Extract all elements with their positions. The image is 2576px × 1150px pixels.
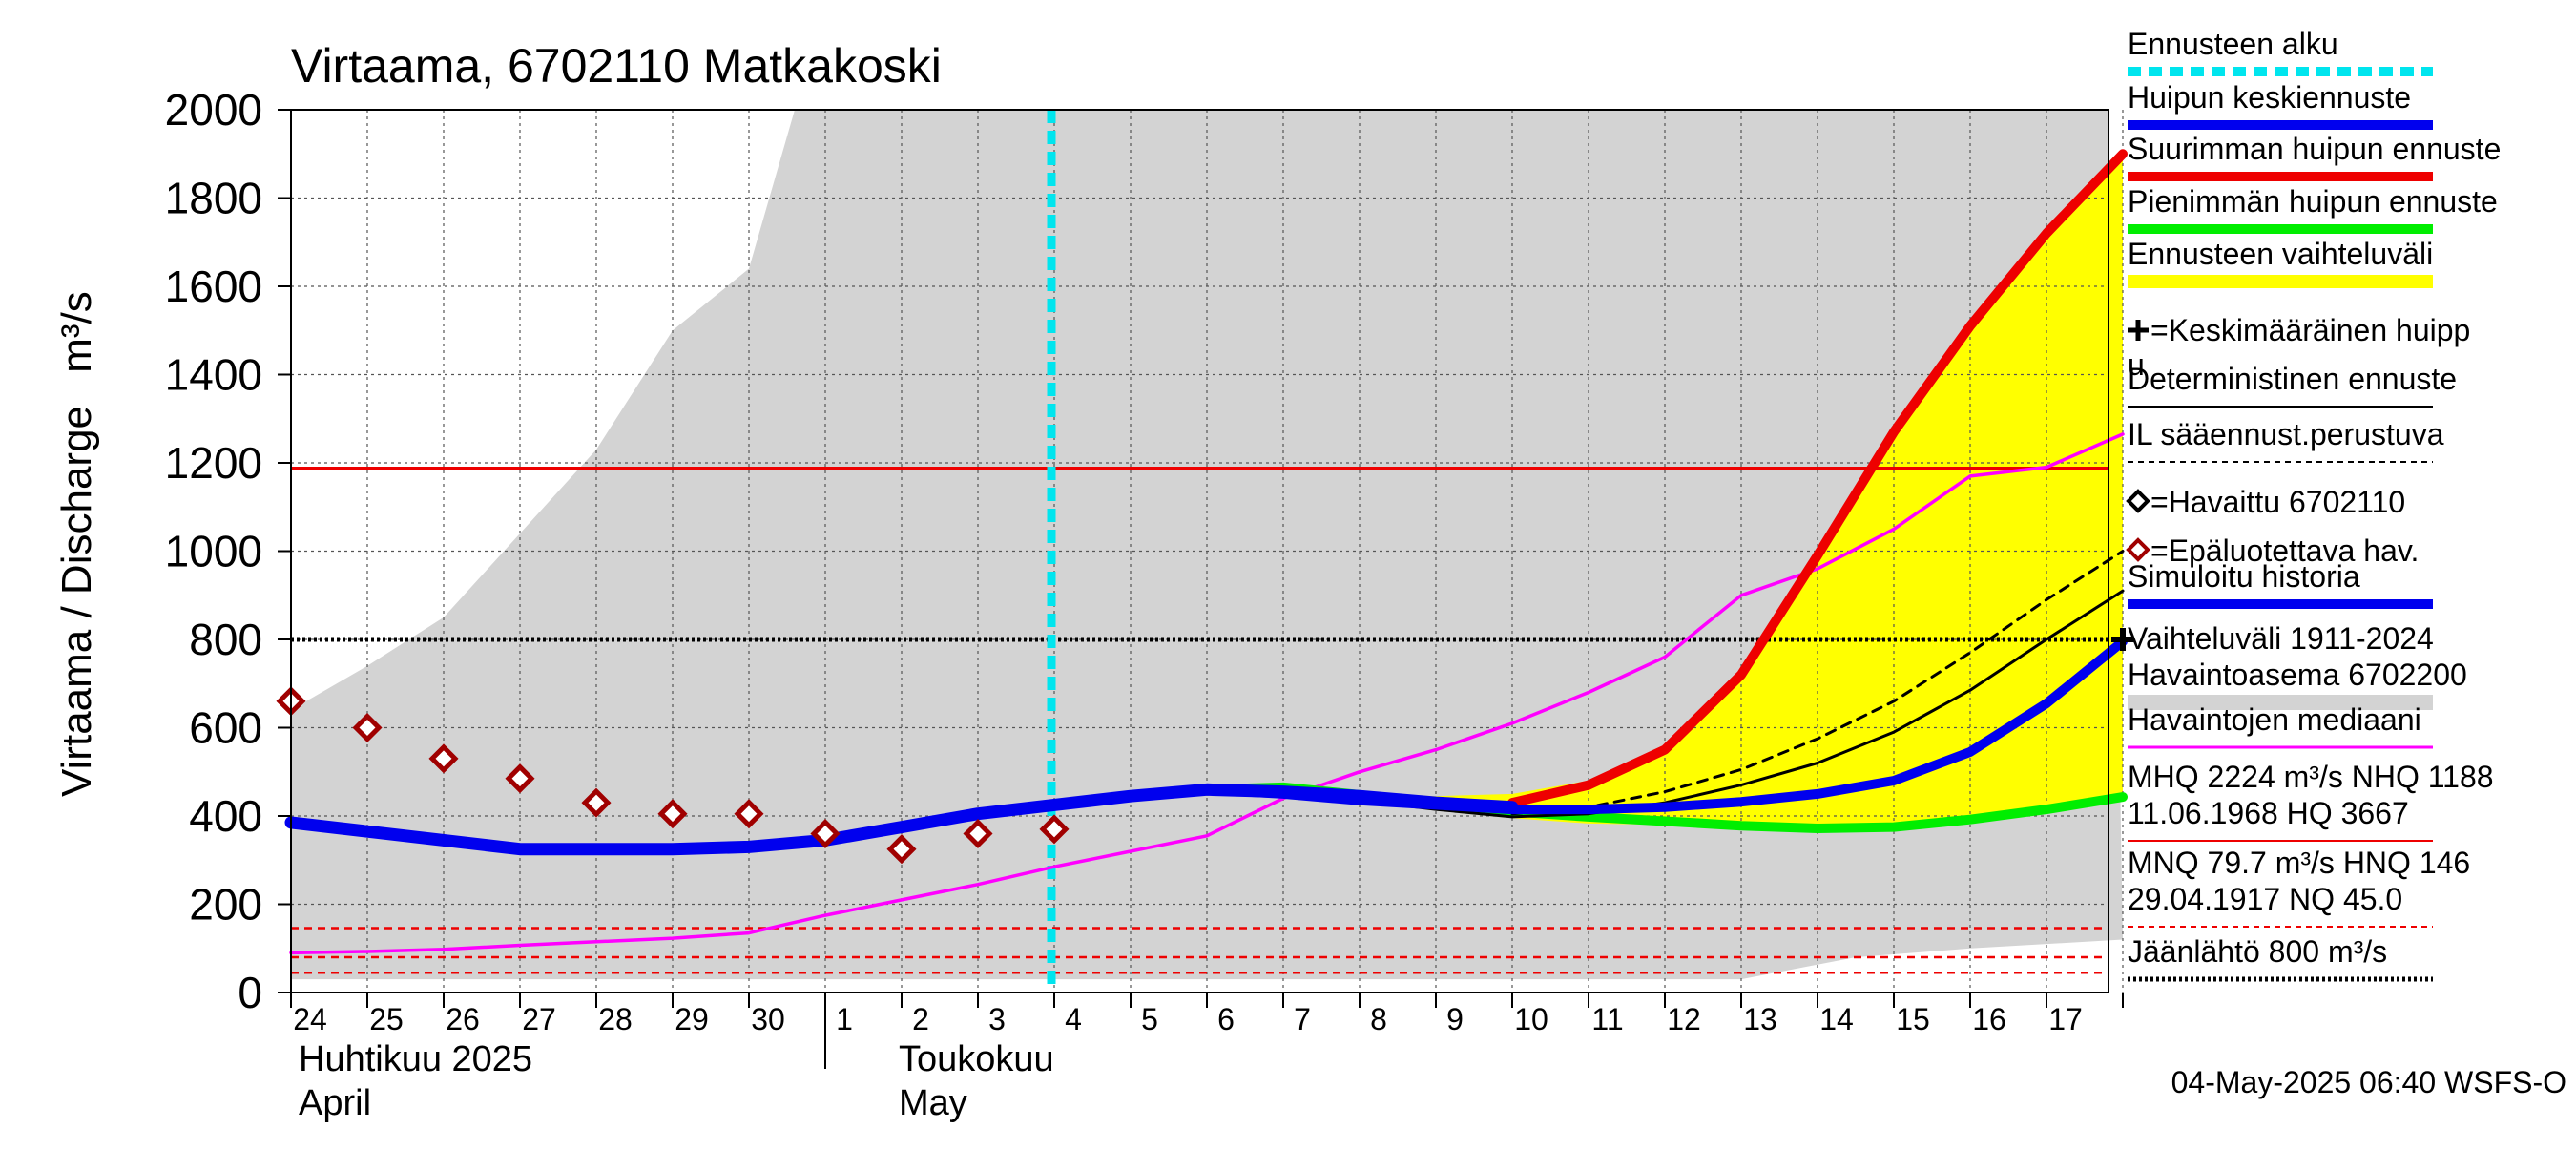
legend: Ennusteen alku Huipun keskiennuste Suurimm… (2126, 27, 2501, 982)
legend-diamond-icon (2126, 537, 2150, 562)
legend-label: MNQ 79.7 m³/s HNQ 146 (2128, 846, 2470, 880)
x-tick-label: 4 (1065, 1002, 1082, 1036)
legend-label: =Keskimääräinen huipp (2150, 313, 2470, 347)
mean-peak-line (1049, 637, 2128, 815)
y-tick-label: 600 (189, 703, 262, 753)
x-tick-label: 7 (1294, 1002, 1311, 1036)
x-tick-label: 29 (675, 1002, 709, 1036)
unreliable-observation-marker (886, 834, 917, 865)
unreliable-observation-marker (581, 787, 612, 818)
x-tick-label: 15 (1896, 1002, 1930, 1036)
x-tick-label: 11 (1591, 1002, 1623, 1036)
series-lines (284, 110, 2128, 993)
y-tick-label: 2000 (165, 85, 262, 135)
unreliable-observation-marker (734, 799, 764, 829)
legend-label: =Epäluotettava hav. (2150, 533, 2419, 568)
y-tick-label: 800 (189, 615, 262, 664)
reference-lines (291, 467, 2109, 974)
unreliable-observation-marker (352, 712, 383, 743)
x-tick-label: 8 (1370, 1002, 1387, 1036)
unreliable-observation-marker (963, 818, 993, 849)
x-tick-label: 2 (912, 1002, 929, 1036)
x-tick-label: 3 (988, 1002, 1006, 1036)
x-tick-label: 16 (1972, 1002, 2006, 1036)
month-label-en: May (899, 1083, 967, 1123)
forecast-range-area (1054, 154, 2123, 829)
legend-label: Havaintojen mediaani (2128, 702, 2421, 737)
x-tick-label: 9 (1446, 1002, 1464, 1036)
unreliable-observation-marker (657, 799, 688, 829)
legend-label: Ennusteen alku (2128, 27, 2338, 61)
chart-title: Virtaama, 6702110 Matkakoski (291, 39, 942, 93)
legend-label: Simuloitu historia (2128, 559, 2360, 594)
unreliable-observation-marker (1039, 814, 1070, 845)
y-axis: 0 200 400 600 800 1000 1200 1400 1600 1800 2000 (165, 85, 291, 1017)
footer-timestamp: 04-May-2025 06:40 WSFS-O (2171, 1065, 2566, 1099)
legend-label: Vaihteluväli 1911-2024 (2128, 621, 2434, 656)
x-tick-label: 12 (1667, 1002, 1701, 1036)
unreliable-observation-marker (505, 763, 535, 794)
legend-label: Havaintoasema 6702200 (2128, 658, 2467, 692)
legend-diamond-icon (2126, 489, 2150, 513)
x-tick-label: 13 (1743, 1002, 1777, 1036)
y-tick-label: 1600 (165, 261, 262, 311)
legend-label: MHQ 2224 m³/s NHQ 1188 (2128, 760, 2494, 794)
y-tick-label: 1000 (165, 527, 262, 576)
legend-label: =Havaittu 6702110 (2150, 485, 2405, 519)
il-weather-forecast-line (1510, 550, 2125, 816)
legend-label: u (2128, 347, 2145, 382)
unreliable-observation-marker (428, 743, 459, 774)
legend-label: Suurimman huipun ennuste (2128, 132, 2501, 166)
x-tick-label: 24 (293, 1002, 327, 1036)
y-tick-label: 1400 (165, 350, 262, 400)
month-label-en: April (299, 1083, 371, 1123)
month-label-fi: Huhtikuu 2025 (299, 1039, 532, 1079)
y-tick-label: 1200 (165, 438, 262, 488)
x-tick-label: 27 (522, 1002, 556, 1036)
legend-label: 29.04.1917 NQ 45.0 (2128, 882, 2402, 916)
y-tick-label: 400 (189, 791, 262, 841)
x-tick-label: 25 (369, 1002, 404, 1036)
y-tick-label: 1800 (165, 174, 262, 223)
legend-label: Jäänlähtö 800 m³/s (2128, 934, 2387, 969)
x-tick-label: 14 (1819, 1002, 1854, 1036)
y-axis-label: Virtaama / Discharge (53, 406, 100, 797)
x-tick-label: 10 (1514, 1002, 1548, 1036)
legend-label: Ennusteen vaihteluväli (2128, 237, 2433, 271)
unreliable-observation-marker (810, 818, 841, 849)
y-axis-unit: m³/s (53, 291, 100, 373)
month-label-fi: Toukokuu (899, 1039, 1054, 1079)
legend-label: Huipun keskiennuste (2128, 80, 2411, 115)
y-tick-label: 0 (238, 968, 262, 1017)
legend-label: Deterministinen ennuste (2128, 362, 2457, 396)
x-tick-label: 26 (446, 1002, 480, 1036)
median-line (289, 432, 2125, 955)
x-tick-label: 6 (1217, 1002, 1235, 1036)
y-tick-label: 200 (189, 880, 262, 930)
max-peak-line (1507, 149, 2128, 808)
x-tick-label: 1 (836, 1002, 853, 1036)
x-tick-label: 30 (751, 1002, 785, 1036)
x-tick-label: 17 (2048, 1002, 2083, 1036)
legend-label: IL sääennust.perustuva (2128, 417, 2444, 451)
legend-label: 11.06.1968 HQ 3667 (2128, 796, 2409, 830)
x-tick-label: 5 (1141, 1002, 1158, 1036)
legend-label: Pienimmän huipun ennuste (2128, 184, 2498, 219)
x-axis: 24 25 26 27 28 29 30 1 2 3 4 5 6 7 8 9 10 11 12 13 14 15 16 17H… (290, 993, 2124, 1123)
x-tick-label: 28 (598, 1002, 633, 1036)
